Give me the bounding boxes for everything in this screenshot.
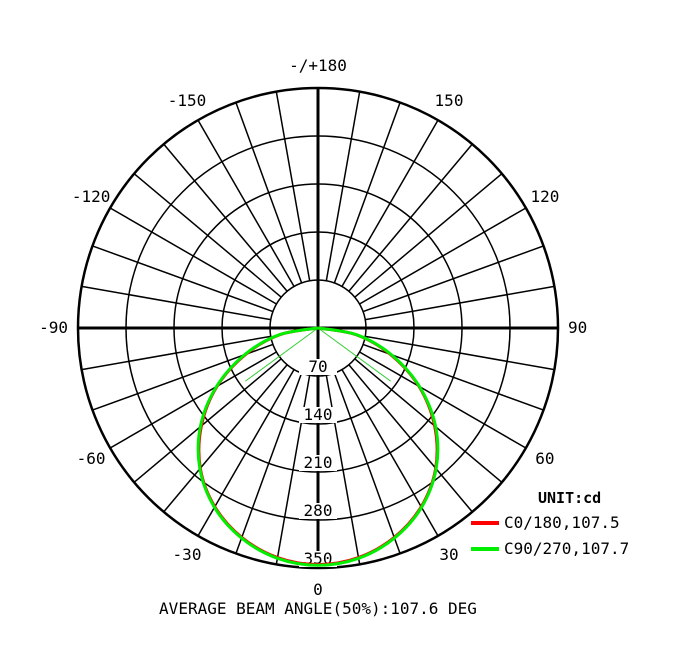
- radial-tick-label-bg: [299, 503, 337, 519]
- unit-label: UNIT:cd: [538, 489, 601, 507]
- radial-tick-label: 210: [304, 453, 333, 472]
- radial-tick-label-bg: [299, 359, 337, 375]
- average-beam-angle-caption: AVERAGE BEAM ANGLE(50%):107.6 DEG: [159, 599, 477, 618]
- radial-tick-label-bg: [299, 407, 337, 423]
- angle-label: -/+180: [289, 56, 347, 75]
- angle-labels: -/+180 150 -150 120 -120 90 -90 60 -60 30 -30 0: [39, 56, 587, 599]
- angle-label: 30: [439, 545, 458, 564]
- angle-label: 60: [535, 449, 554, 468]
- grid-ring: [125, 135, 511, 521]
- half-intensity-line: [317, 327, 391, 382]
- radial-tick-label-bg: [299, 455, 337, 471]
- series-curve-1: [196, 326, 440, 567]
- legend-label-c90: C90/270,107.7: [504, 539, 629, 558]
- angle-label: -150: [168, 91, 207, 110]
- intensity-curves: [196, 326, 440, 567]
- angle-label: -90: [39, 318, 68, 337]
- angle-label: -30: [173, 545, 202, 564]
- grid-ring: [221, 231, 415, 425]
- radial-tick-label: 140: [304, 405, 333, 424]
- angle-label: 90: [568, 318, 587, 337]
- angle-label: 120: [530, 187, 559, 206]
- radial-tick-label: 280: [304, 501, 333, 520]
- grid-ring: [269, 279, 367, 377]
- angle-label: 150: [435, 91, 464, 110]
- legend: UNIT:cd C0/180,107.5 C90/270,107.7: [471, 489, 629, 558]
- grid-ring: [76, 86, 560, 570]
- legend-label-c0: C0/180,107.5: [504, 513, 620, 532]
- grid-ring: [173, 183, 463, 473]
- polar-grid: [76, 86, 560, 570]
- half-intensity-line: [245, 327, 319, 382]
- angle-label: -60: [77, 449, 106, 468]
- angle-label: 0: [313, 580, 323, 599]
- radial-tick-label: 70: [308, 357, 327, 376]
- angle-label: -120: [72, 187, 111, 206]
- half-intensity-lines: [245, 327, 391, 382]
